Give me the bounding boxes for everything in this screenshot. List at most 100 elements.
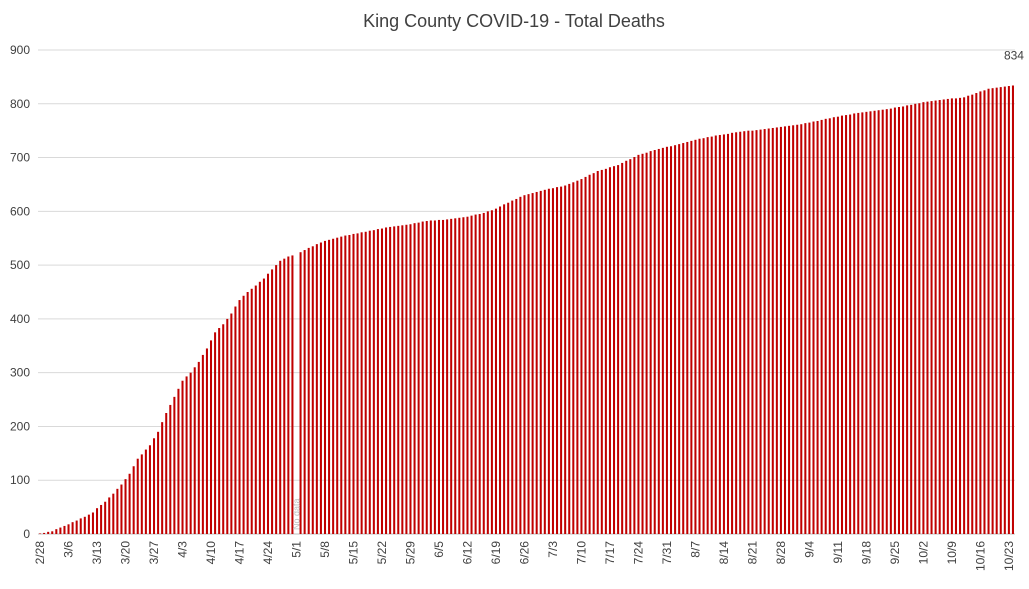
bar xyxy=(83,516,86,534)
bar xyxy=(922,102,925,535)
bar xyxy=(543,189,546,535)
bar xyxy=(678,144,681,534)
bar xyxy=(258,281,261,534)
last-value-label: 834 xyxy=(1004,48,1024,62)
bar xyxy=(735,132,738,534)
bar xyxy=(246,292,249,534)
bar xyxy=(788,125,791,535)
y-tick-label: 800 xyxy=(10,97,30,111)
bar xyxy=(653,150,656,534)
x-tick-label: 7/17 xyxy=(603,541,617,565)
bar xyxy=(185,376,188,534)
bar xyxy=(849,114,852,535)
bar xyxy=(983,90,986,534)
y-tick-label: 400 xyxy=(10,312,30,326)
bar xyxy=(669,146,673,535)
bar xyxy=(572,182,575,534)
x-tick-label: 9/4 xyxy=(802,541,816,558)
bar xyxy=(307,247,310,534)
bar xyxy=(340,236,343,534)
y-tick-label: 600 xyxy=(10,204,30,218)
x-tick-label: 4/3 xyxy=(176,541,190,558)
bar xyxy=(877,110,880,534)
bar xyxy=(55,529,58,534)
bar xyxy=(845,115,848,535)
bar xyxy=(47,531,50,534)
x-tick-label: 4/10 xyxy=(204,541,218,565)
bar xyxy=(836,116,839,534)
bar xyxy=(287,256,290,534)
bar xyxy=(580,179,583,535)
bar xyxy=(132,466,135,534)
bar xyxy=(718,134,721,535)
bar xyxy=(641,153,644,534)
bar xyxy=(507,202,510,534)
bar xyxy=(413,223,416,535)
x-tick-label: 4/24 xyxy=(261,541,275,565)
bar xyxy=(238,300,241,534)
bar xyxy=(914,103,917,535)
bar xyxy=(319,242,322,534)
bar xyxy=(169,404,172,534)
bar xyxy=(779,126,782,534)
bar xyxy=(173,396,176,534)
x-tick-label: 7/3 xyxy=(546,541,560,558)
bar xyxy=(511,200,514,535)
bar xyxy=(519,196,522,534)
bar xyxy=(710,136,713,535)
bar xyxy=(51,531,54,534)
x-tick-label: 7/10 xyxy=(574,541,588,565)
bar xyxy=(897,107,900,534)
bar xyxy=(364,231,367,534)
bar xyxy=(665,146,668,535)
bar xyxy=(816,120,819,534)
bar xyxy=(726,133,730,535)
bar xyxy=(181,380,184,534)
bar xyxy=(201,354,204,534)
bar xyxy=(226,318,229,534)
bar xyxy=(763,129,766,534)
bar xyxy=(796,124,799,535)
x-tick-label: 5/22 xyxy=(375,541,389,565)
bar xyxy=(979,91,982,535)
bar xyxy=(385,227,388,534)
bar xyxy=(792,125,795,535)
bar xyxy=(116,488,119,534)
bar xyxy=(755,130,758,534)
x-tick-label: 6/19 xyxy=(489,541,503,565)
bar xyxy=(881,109,884,535)
bar xyxy=(417,222,420,535)
bar xyxy=(832,117,835,534)
bar xyxy=(43,532,46,534)
bar xyxy=(59,527,62,534)
bar xyxy=(197,361,200,534)
bar xyxy=(918,103,921,535)
bar xyxy=(450,218,453,534)
annotations: No data 834 xyxy=(291,48,1024,530)
x-tick-label: 3/20 xyxy=(119,541,133,565)
bar xyxy=(568,183,571,534)
x-tick-label: 4/17 xyxy=(233,541,247,565)
bar xyxy=(613,166,616,534)
bar xyxy=(621,162,624,534)
bar xyxy=(157,431,160,534)
bar xyxy=(165,413,168,534)
bar xyxy=(393,226,396,534)
bar xyxy=(490,210,493,534)
x-tick-label: 8/14 xyxy=(717,541,731,565)
bar xyxy=(128,473,131,534)
bar xyxy=(775,127,778,534)
bar xyxy=(617,165,620,534)
bar xyxy=(824,118,827,534)
bar xyxy=(352,233,355,535)
x-tick-label: 7/24 xyxy=(631,541,645,565)
bar xyxy=(214,332,217,534)
bar xyxy=(971,94,974,534)
bar xyxy=(271,269,274,534)
bar xyxy=(739,131,742,534)
bar xyxy=(96,508,99,534)
bar xyxy=(454,218,457,534)
y-tick-label: 100 xyxy=(10,473,30,487)
bar xyxy=(499,206,502,534)
bar xyxy=(975,93,978,535)
